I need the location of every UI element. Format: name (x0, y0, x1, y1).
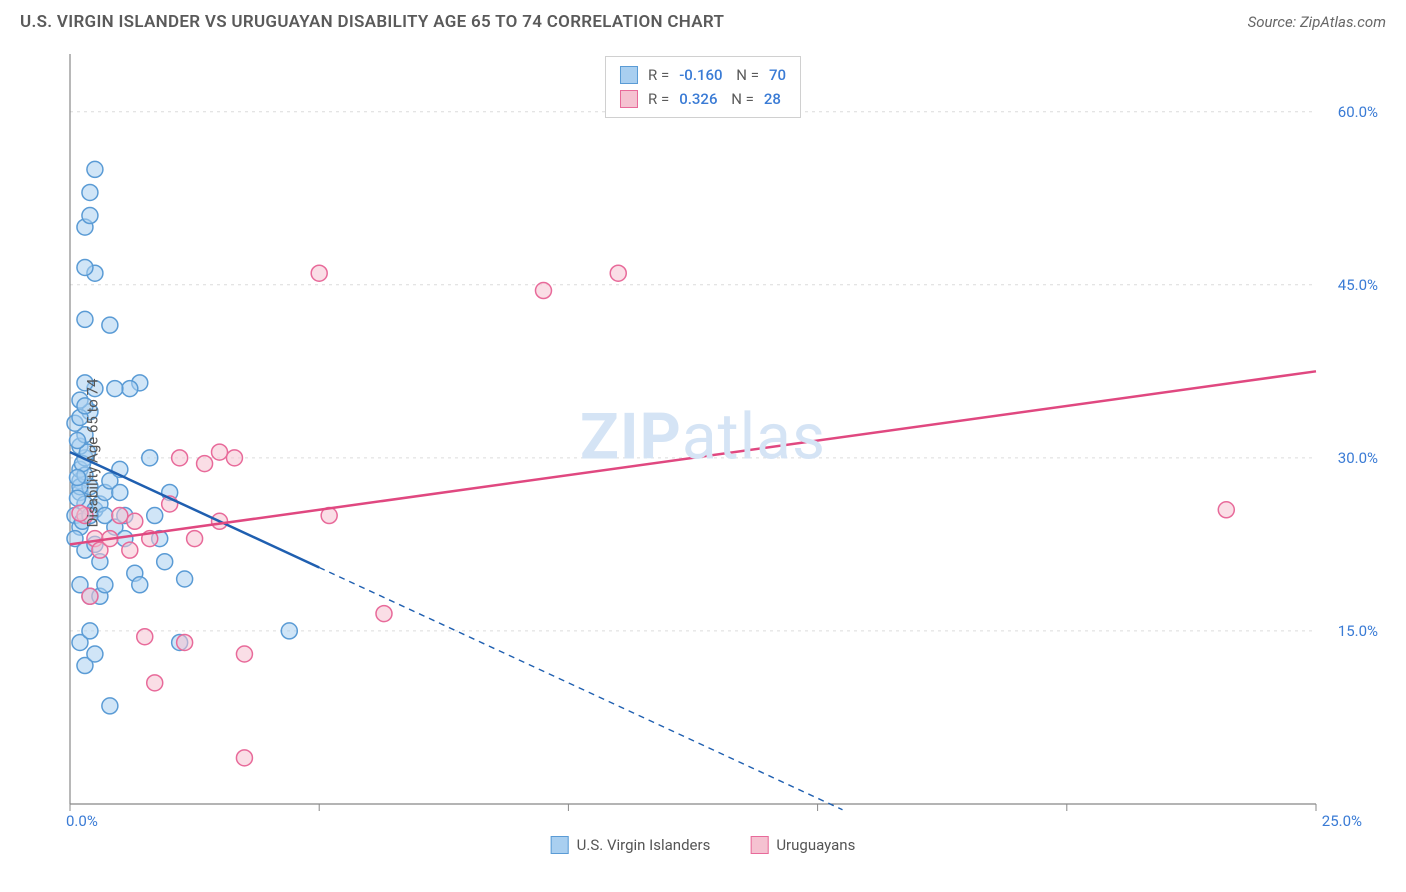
legend-label-0: U.S. Virgin Islanders (577, 836, 711, 854)
y-tick-60: 60.0% (1338, 103, 1378, 121)
legend-swatch-1 (620, 90, 638, 108)
legend-row-series-0: R = -0.160 N = 70 (620, 63, 786, 87)
x-tick-0: 0.0% (66, 812, 98, 830)
y-tick-45: 45.0% (1338, 276, 1378, 294)
r-value-0: -0.160 (679, 63, 722, 87)
y-tick-15: 15.0% (1338, 622, 1378, 640)
chart-title: U.S. VIRGIN ISLANDER VS URUGUAYAN DISABI… (20, 12, 724, 32)
y-tick-30: 30.0% (1338, 449, 1378, 467)
legend-bottom-swatch-0 (551, 836, 569, 854)
correlation-legend: R = -0.160 N = 70 R = 0.326 N = 28 (605, 56, 801, 118)
legend-label-1: Uruguayans (776, 836, 855, 854)
y-axis-label: Disability Age 65 to 74 (83, 379, 101, 528)
r-value-1: 0.326 (679, 87, 717, 111)
chart-header: U.S. VIRGIN ISLANDER VS URUGUAYAN DISABI… (0, 0, 1406, 40)
chart-source: Source: ZipAtlas.com (1248, 13, 1386, 31)
scatter-chart (20, 48, 1386, 858)
legend-bottom-swatch-1 (750, 836, 768, 854)
chart-container: Disability Age 65 to 74 ZIPatlas R = -0.… (20, 48, 1386, 858)
legend-item-0: U.S. Virgin Islanders (551, 836, 711, 854)
n-value-1: 28 (764, 87, 781, 111)
legend-swatch-0 (620, 66, 638, 84)
legend-row-series-1: R = 0.326 N = 28 (620, 87, 786, 111)
x-tick-25: 25.0% (1322, 812, 1362, 830)
series-legend: U.S. Virgin Islanders Uruguayans (551, 836, 856, 854)
n-value-0: 70 (769, 63, 786, 87)
legend-item-1: Uruguayans (750, 836, 855, 854)
